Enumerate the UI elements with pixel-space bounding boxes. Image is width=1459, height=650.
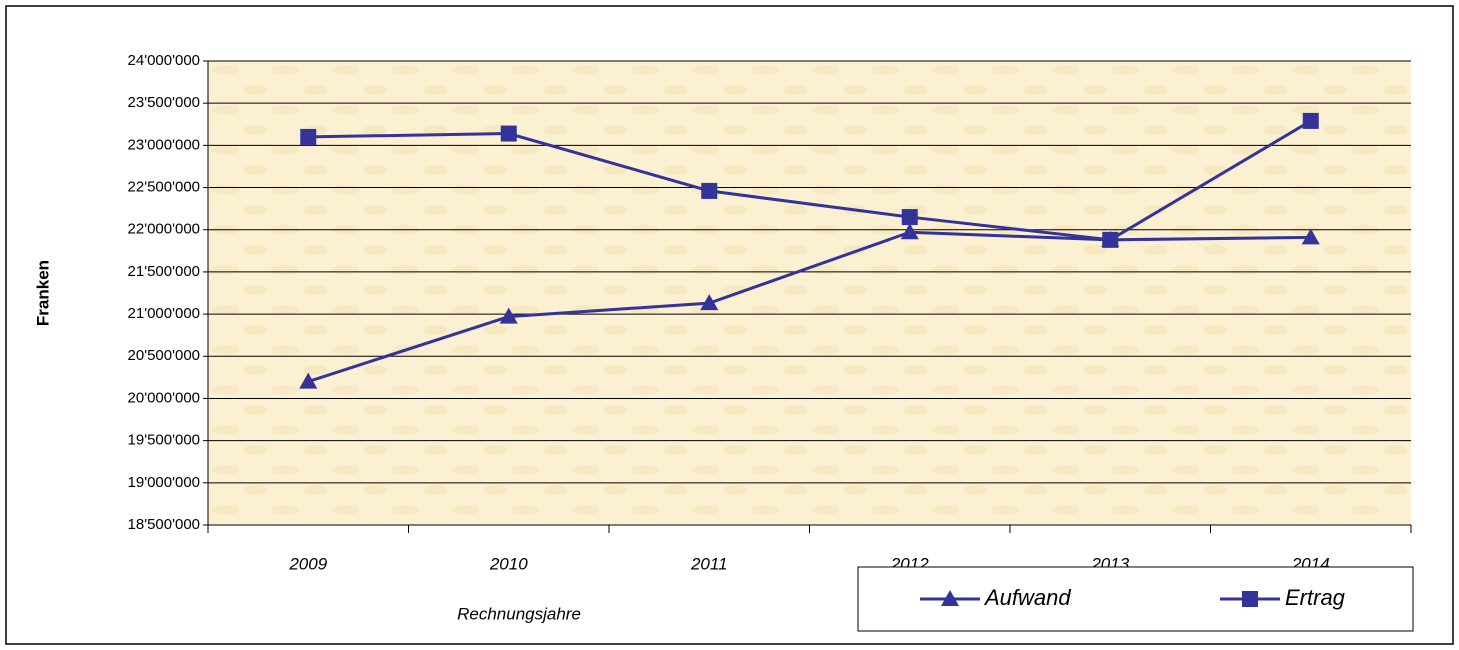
series-line bbox=[308, 119, 1312, 242]
marker bbox=[299, 372, 318, 389]
legend-label: Aufwand bbox=[983, 585, 1071, 610]
x-tick-label: 2009 bbox=[288, 554, 327, 573]
marker bbox=[1301, 228, 1320, 245]
marker bbox=[1102, 231, 1119, 248]
plot-area bbox=[208, 61, 1411, 525]
marker bbox=[1302, 112, 1319, 129]
y-tick-label: 23'500'000 bbox=[128, 94, 200, 111]
y-tick-label: 23'000'000 bbox=[128, 136, 200, 153]
y-tick-label: 24'000'000 bbox=[128, 52, 200, 69]
marker bbox=[941, 590, 959, 606]
marker bbox=[1242, 591, 1258, 607]
y-tick-label: 21'000'000 bbox=[128, 305, 200, 322]
y-axis-label: Franken bbox=[33, 260, 52, 326]
marker bbox=[700, 294, 719, 311]
y-tick-label: 20'000'000 bbox=[128, 389, 200, 406]
series-line bbox=[307, 230, 1311, 384]
marker bbox=[300, 128, 317, 145]
marker bbox=[900, 223, 919, 240]
legend-label: Ertrag bbox=[1285, 585, 1346, 610]
y-tick-label: 22'500'000 bbox=[128, 179, 200, 196]
marker bbox=[499, 307, 518, 324]
x-tick-label: 2011 bbox=[690, 554, 728, 573]
y-tick-label: 21'500'000 bbox=[128, 263, 200, 280]
x-tick-label: 2010 bbox=[489, 554, 528, 573]
marker bbox=[500, 125, 517, 142]
x-axis-label: Rechnungsjahre bbox=[457, 604, 581, 623]
y-tick-label: 18'500'000 bbox=[128, 516, 200, 533]
marker bbox=[901, 209, 918, 226]
y-tick-label: 22'000'000 bbox=[128, 221, 200, 238]
marker bbox=[701, 182, 718, 199]
y-tick-label: 19'000'000 bbox=[128, 474, 200, 491]
y-tick-label: 20'500'000 bbox=[128, 347, 200, 364]
y-tick-label: 19'500'000 bbox=[128, 432, 200, 449]
